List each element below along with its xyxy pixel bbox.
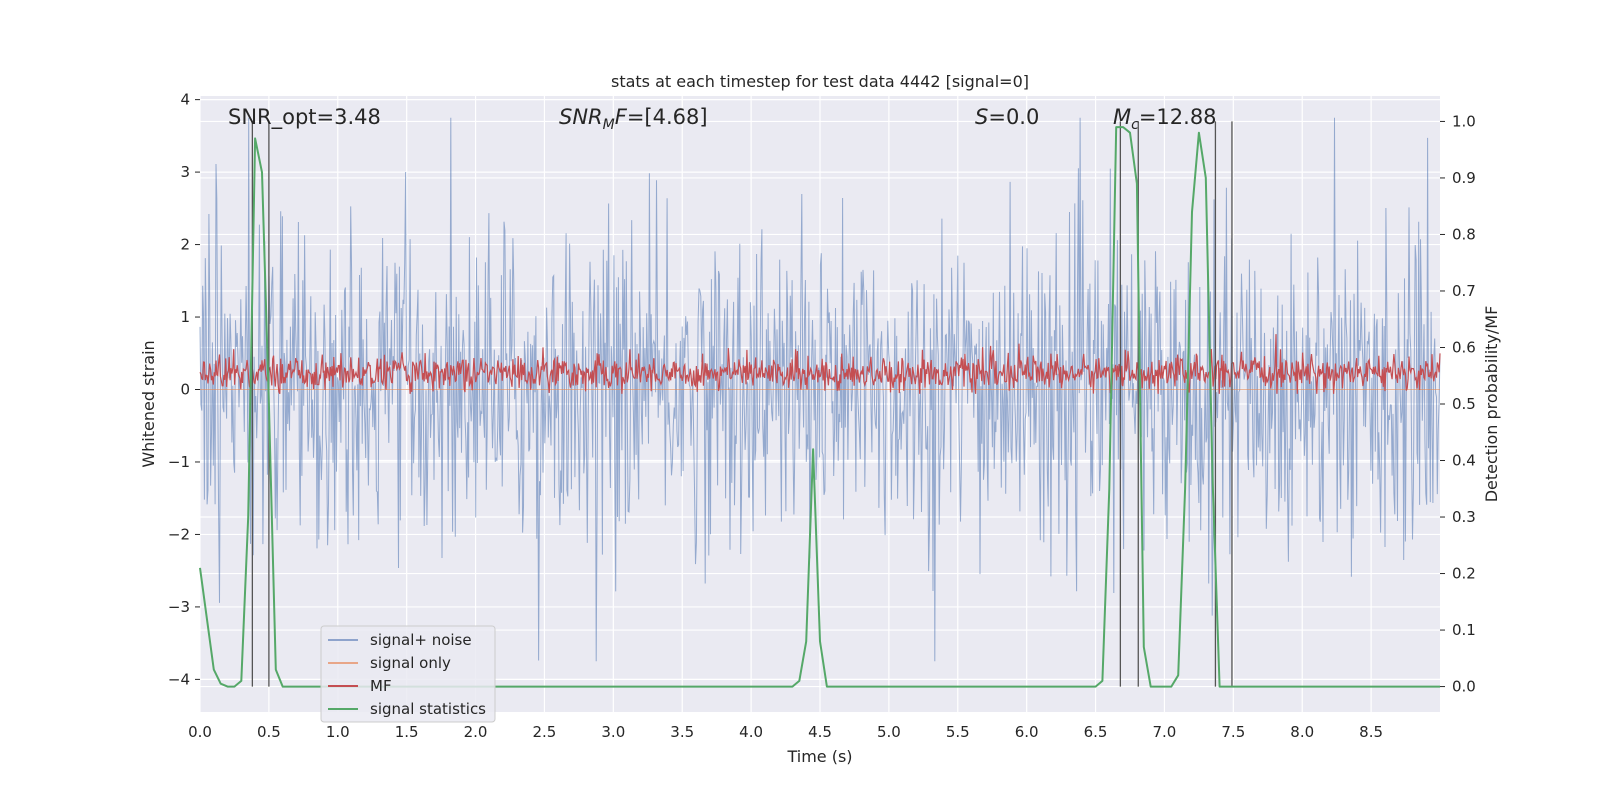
noise-layer — [199, 117, 1441, 662]
y-left-tick-label: 2 — [180, 236, 190, 254]
chart-title: stats at each timestep for test data 444… — [611, 72, 1029, 91]
y-right-tick-label: 0.0 — [1452, 678, 1476, 696]
x-tick-label: 3.0 — [601, 723, 625, 741]
y-right-tick-label: 0.4 — [1452, 452, 1476, 470]
x-tick-label: 8.0 — [1290, 723, 1314, 741]
mf-line — [199, 334, 1441, 395]
signal-statistics-line — [199, 126, 1440, 688]
stat-layer — [199, 126, 1440, 688]
mc-annotation: Mc=12.88 — [1113, 105, 1217, 133]
legend-label-signal-only: signal only — [370, 654, 451, 672]
x-tick-label: 2.5 — [533, 723, 557, 741]
mc-value: =12.88 — [1139, 105, 1217, 129]
x-tick-label: 5.5 — [946, 723, 970, 741]
snr-mf-value: =[4.68] — [627, 105, 708, 129]
x-tick-label: 2.0 — [464, 723, 488, 741]
y-left-tick-label: 0 — [180, 381, 190, 399]
tick-layer: 0.0 0.5 1.0 1.5 2.0 2.5 3.0 3.5 4.0 4.5 5.0 5.5 6.0 6… — [168, 91, 1476, 741]
y-right-tick-label: 0.8 — [1452, 225, 1476, 243]
s-value: =0.0 — [988, 105, 1039, 129]
y-left-tick-label: −4 — [168, 670, 190, 688]
x-tick-label: 1.0 — [326, 723, 350, 741]
signal-noise-line — [199, 117, 1441, 662]
x-tick-label: 7.5 — [1221, 723, 1245, 741]
y-left-tick-label: 3 — [180, 163, 190, 181]
mc-sub: c — [1131, 117, 1139, 133]
snr-mf-sub: M — [603, 117, 615, 133]
legend-label-mf: MF — [370, 677, 392, 695]
x-tick-label: 0.5 — [257, 723, 281, 741]
y-left-tick-label: −1 — [168, 453, 190, 471]
x-tick-label: 4.5 — [808, 723, 832, 741]
s-annotation: S=0.0 — [975, 105, 1039, 129]
y-right-tick-label: 0.7 — [1452, 282, 1476, 300]
snr-mf-main: SNR — [559, 105, 603, 129]
mf-layer — [199, 334, 1441, 395]
legend: signal+ noise signal only MF signal stat… — [320, 625, 496, 723]
x-tick-label: 5.0 — [877, 723, 901, 741]
x-axis-label: Time (s) — [786, 747, 852, 766]
y-right-tick-label: 0.2 — [1452, 565, 1476, 583]
y-axis-label-left: Whitened strain — [139, 340, 158, 467]
x-tick-label: 1.5 — [395, 723, 419, 741]
y-left-tick-label: −2 — [168, 525, 190, 543]
y-right-tick-label: 0.5 — [1452, 395, 1476, 413]
x-tick-label: 0.0 — [188, 723, 212, 741]
y-right-tick-label: 0.3 — [1452, 508, 1476, 526]
legend-label-signal-statistics: signal statistics — [370, 700, 486, 718]
x-tick-label: 7.0 — [1153, 723, 1177, 741]
y-right-tick-label: 0.6 — [1452, 338, 1476, 356]
y-right-tick-label: 0.1 — [1452, 621, 1476, 639]
s-main: S — [975, 105, 988, 129]
y-axis-label-right: Detection probability/MF — [1482, 306, 1501, 503]
x-tick-label: 4.0 — [739, 723, 763, 741]
y-left-tick-label: 4 — [180, 91, 190, 109]
y-right-tick-label: 0.9 — [1452, 169, 1476, 187]
snr-mf-tail: F — [615, 105, 628, 129]
legend-box — [320, 625, 496, 723]
x-tick-label: 6.0 — [1015, 723, 1039, 741]
x-tick-label: 3.5 — [670, 723, 694, 741]
legend-label-noise: signal+ noise — [370, 631, 472, 649]
y-left-tick-label: −3 — [168, 598, 190, 616]
x-tick-label: 6.5 — [1084, 723, 1108, 741]
x-tick-label: 8.5 — [1359, 723, 1383, 741]
y-right-tick-label: 1.0 — [1452, 112, 1476, 130]
snr-opt-annotation: SNR_opt=3.48 — [228, 105, 381, 130]
mc-main: M — [1113, 105, 1131, 129]
y-left-tick-label: 1 — [180, 308, 190, 326]
snr-mf-annotation: SNRMF=[4.68] — [559, 105, 708, 133]
